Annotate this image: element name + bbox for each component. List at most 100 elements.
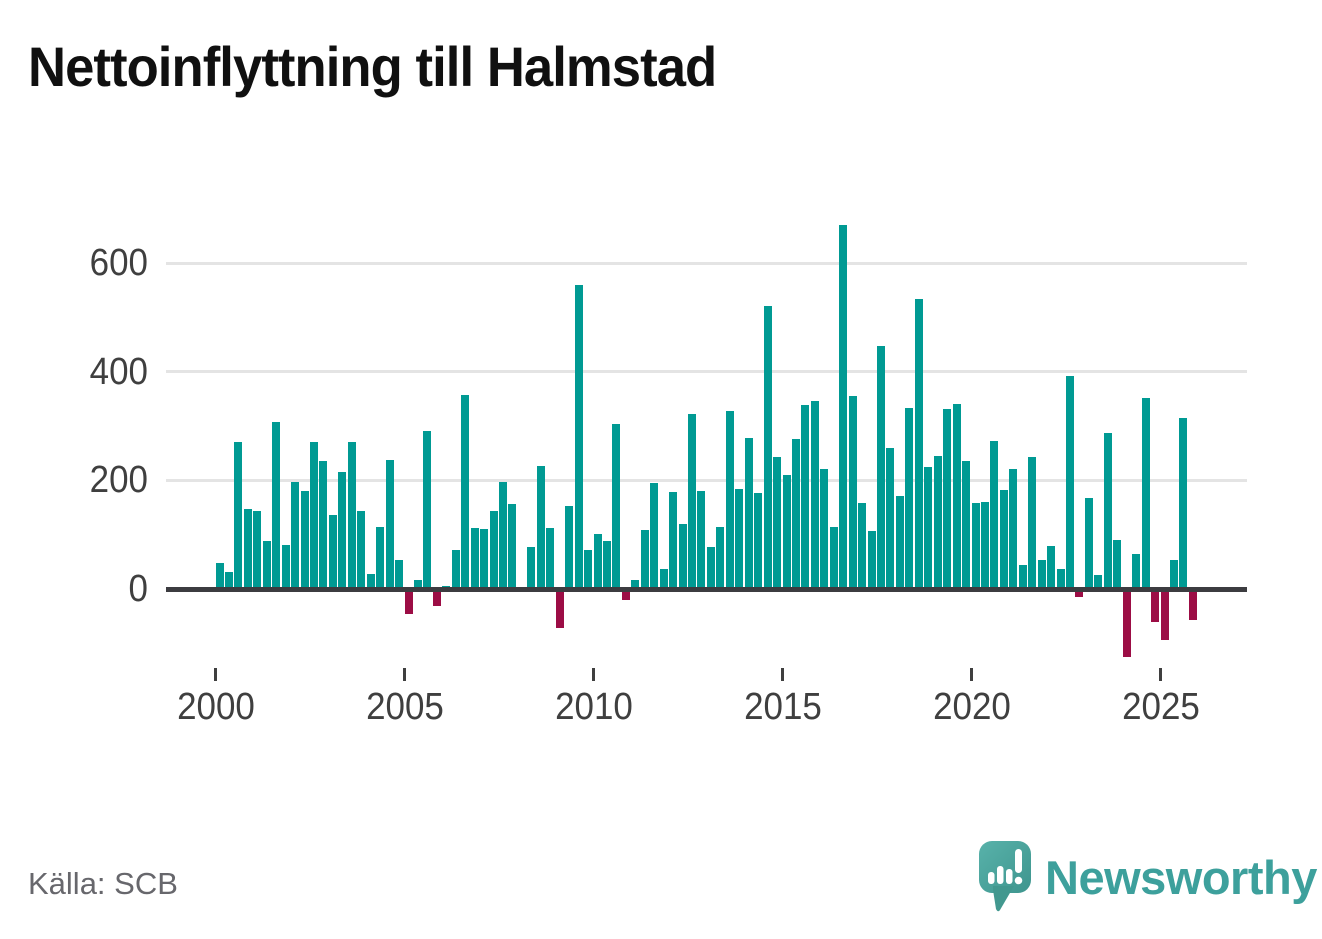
bar-2021-q3 <box>1028 456 1037 588</box>
bar-2014-q4 <box>773 456 782 588</box>
bar-2018-q2 <box>905 408 914 588</box>
bar-2023-q1 <box>1084 498 1093 588</box>
bar-2014-q2 <box>754 492 763 588</box>
bar-2024-q1 <box>1122 589 1131 658</box>
bar-2022-q2 <box>1056 569 1065 588</box>
bar-2025-q4 <box>1188 589 1197 620</box>
bar-2015-q4 <box>810 401 819 588</box>
bar-2005-q3 <box>423 431 432 588</box>
bar-2006-q1 <box>442 585 451 588</box>
bar-2020-q2 <box>980 502 989 588</box>
bar-2011-q4 <box>659 569 668 588</box>
bar-2001-q2 <box>262 541 271 588</box>
zero-axis-line <box>166 587 1247 592</box>
bar-2012-q4 <box>697 490 706 588</box>
bar-2025-q2 <box>1169 560 1178 588</box>
bar-2005-q2 <box>413 580 422 588</box>
bar-2017-q2 <box>867 531 876 588</box>
bar-2018-q4 <box>924 466 933 588</box>
y-axis-label-400: 400 <box>89 350 148 393</box>
bar-2024-q3 <box>1141 397 1150 588</box>
bar-2018-q3 <box>914 299 923 588</box>
bar-2012-q2 <box>678 524 687 588</box>
bar-2011-q2 <box>640 529 649 588</box>
bar-2001-q1 <box>253 511 262 588</box>
newsworthy-wordmark: Newsworthy <box>1045 850 1317 904</box>
bar-2003-q2 <box>338 471 347 588</box>
x-axis-tick-2025 <box>1159 668 1162 681</box>
bar-2017-q1 <box>858 502 867 588</box>
bar-2001-q4 <box>281 544 290 588</box>
bar-2021-q4 <box>1037 559 1046 588</box>
bar-2004-q4 <box>395 560 404 588</box>
bar-2000-q3 <box>234 442 243 588</box>
bar-2013-q1 <box>706 547 715 588</box>
bar-2016-q2 <box>829 527 838 588</box>
bar-2002-q2 <box>300 491 309 588</box>
newsworthy-logo: Newsworthy <box>976 838 1317 920</box>
x-axis-tick-2015 <box>781 668 784 681</box>
bar-2021-q1 <box>1009 469 1018 588</box>
bar-2000-q2 <box>224 572 233 588</box>
bar-2004-q2 <box>376 527 385 588</box>
x-axis-label-2025: 2025 <box>1121 686 1200 728</box>
bar-2004-q1 <box>366 573 375 588</box>
bar-2017-q3 <box>877 346 885 588</box>
bar-2004-q3 <box>385 459 394 588</box>
gridline-400 <box>166 370 1247 374</box>
bar-2015-q3 <box>801 405 810 588</box>
bar-2001-q3 <box>272 421 281 588</box>
bar-2021-q2 <box>1018 564 1027 588</box>
x-axis-label-2015: 2015 <box>743 686 822 728</box>
x-axis-label-2000: 2000 <box>176 686 255 728</box>
bar-2022-q3 <box>1066 376 1074 588</box>
bar-2000-q4 <box>243 508 252 588</box>
bar-2024-q4 <box>1151 589 1160 622</box>
bar-2007-q3 <box>499 481 507 588</box>
y-axis-label-200: 200 <box>89 459 148 502</box>
bar-2014-q3 <box>763 306 772 588</box>
bar-2007-q1 <box>480 529 489 588</box>
y-axis-label-600: 600 <box>89 242 148 285</box>
bar-2005-q1 <box>404 589 413 614</box>
bar-2024-q2 <box>1132 553 1141 588</box>
bar-2002-q4 <box>319 461 328 588</box>
bar-2015-q1 <box>782 474 791 588</box>
bar-2016-q1 <box>820 469 829 588</box>
page-title: Nettoinflyttning till Halmstad <box>28 35 717 98</box>
bar-2023-q3 <box>1103 432 1112 588</box>
x-axis-label-2005: 2005 <box>365 686 444 728</box>
bar-2016-q4 <box>848 395 857 588</box>
bar-2010-q1 <box>593 534 602 588</box>
bar-2013-q4 <box>735 489 744 588</box>
bar-2005-q4 <box>432 589 441 607</box>
speech-bubble-bar-chart-icon <box>979 841 1031 912</box>
bar-2003-q3 <box>347 441 356 588</box>
source-label: Källa: SCB <box>28 866 178 901</box>
bar-2009-q4 <box>584 550 593 588</box>
bar-2003-q1 <box>328 515 337 588</box>
bar-2015-q2 <box>791 439 800 588</box>
bar-2022-q4 <box>1075 589 1084 598</box>
bar-2013-q3 <box>725 411 734 588</box>
bar-2010-q3 <box>612 423 621 588</box>
bar-2016-q3 <box>839 224 848 588</box>
x-axis-tick-2020 <box>970 668 973 681</box>
gridline-600 <box>166 261 1247 265</box>
bar-2020-q3 <box>990 441 999 588</box>
bar-2007-q2 <box>489 510 498 588</box>
x-axis-label-2010: 2010 <box>554 686 633 728</box>
bar-2002-q3 <box>310 441 318 588</box>
x-axis-tick-2000 <box>214 668 217 681</box>
bar-2000-q1 <box>215 562 224 588</box>
bar-2010-q4 <box>621 589 630 601</box>
bar-2013-q2 <box>716 526 725 588</box>
bar-2020-q1 <box>971 503 980 588</box>
bar-2025-q3 <box>1179 418 1188 588</box>
bar-2017-q4 <box>886 448 895 588</box>
x-axis-label-2020: 2020 <box>932 686 1011 728</box>
bar-2022-q1 <box>1047 545 1056 588</box>
bar-2008-q2 <box>527 546 536 588</box>
bar-2018-q1 <box>895 495 904 588</box>
